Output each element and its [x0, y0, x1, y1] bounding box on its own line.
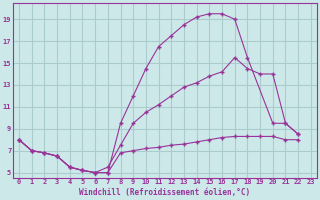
X-axis label: Windchill (Refroidissement éolien,°C): Windchill (Refroidissement éolien,°C)	[79, 188, 251, 197]
